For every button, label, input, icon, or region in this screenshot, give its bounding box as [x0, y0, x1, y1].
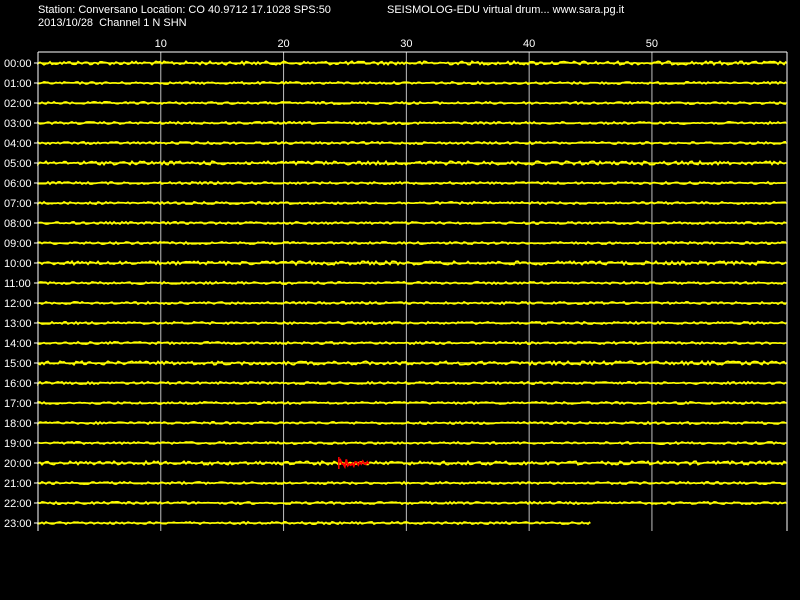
brand-text: SEISMOLOG-EDU virtual drum... www.sara.p…: [387, 4, 625, 16]
hour-label: 01:00: [4, 78, 32, 90]
hour-label: 14:00: [4, 338, 32, 350]
hour-label: 20:00: [4, 458, 32, 470]
hour-label: 18:00: [4, 418, 32, 430]
minute-axis: 10 20 30 40 50: [155, 38, 658, 50]
trace-rows: [37, 60, 787, 526]
seismic-event-trace: [337, 458, 370, 470]
hour-label: 02:00: [4, 98, 32, 110]
hour-label: 04:00: [4, 138, 32, 150]
hour-label: 07:00: [4, 198, 32, 210]
hour-label: 00:00: [4, 58, 32, 70]
hour-label: 12:00: [4, 298, 32, 310]
hour-label: 19:00: [4, 438, 32, 450]
hour-label: 09:00: [4, 238, 32, 250]
event-markers: [337, 457, 370, 470]
hour-trace: [37, 520, 591, 526]
minute-tick-label: 20: [277, 38, 289, 50]
hour-label: 21:00: [4, 478, 32, 490]
minute-tick-label: 50: [646, 38, 658, 50]
hour-label: 23:00: [4, 518, 32, 530]
hour-labels: 00:00 01:00 02:00 03:00 04:00 05:00 06:00 07:00…: [4, 58, 38, 530]
hour-label: 13:00: [4, 318, 32, 330]
hour-label: 08:00: [4, 218, 32, 230]
hour-label: 11:00: [4, 278, 31, 290]
minute-tick-label: 30: [400, 38, 412, 50]
hour-label: 03:00: [4, 118, 32, 130]
hour-label: 05:00: [4, 158, 32, 170]
minute-tick-label: 10: [155, 38, 167, 50]
hour-label: 06:00: [4, 178, 32, 190]
station-info-text: Station: Conversano Location: CO 40.9712…: [38, 4, 331, 16]
hour-label: 22:00: [4, 498, 32, 510]
hour-label: 10:00: [4, 258, 32, 270]
plot-frame: [37, 51, 788, 531]
minute-grid: [160, 52, 653, 531]
hour-label: 17:00: [4, 398, 32, 410]
hour-label: 16:00: [4, 378, 32, 390]
minute-tick-label: 40: [523, 38, 535, 50]
date-channel-text: 2013/10/28 Channel 1 N SHN: [38, 17, 187, 29]
hour-label: 15:00: [4, 358, 32, 370]
